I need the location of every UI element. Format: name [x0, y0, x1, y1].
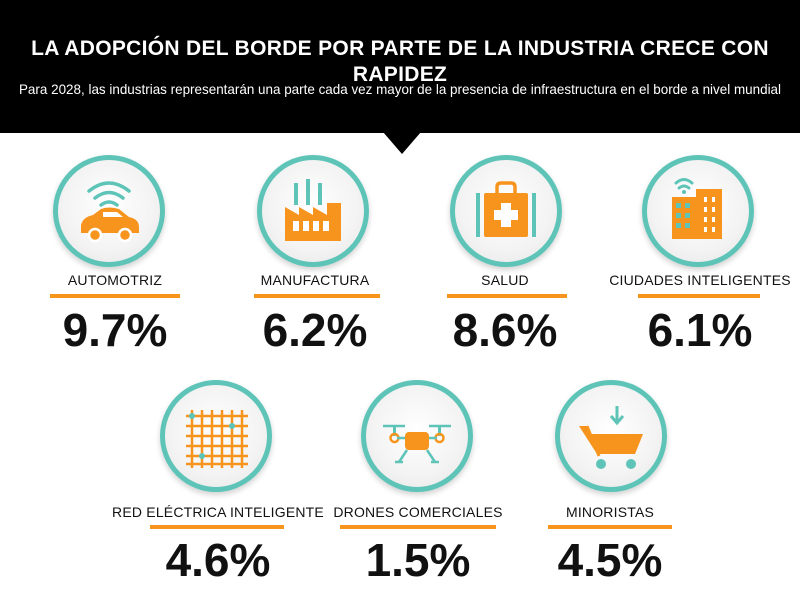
header-banner: LA ADOPCIÓN DEL BORDE POR PARTE DE LA IN…: [0, 0, 800, 133]
stat-value: 6.1%: [647, 304, 753, 356]
page-title: LA ADOPCIÓN DEL BORDE POR PARTE DE LA IN…: [31, 37, 769, 86]
icon-circle: [450, 155, 562, 267]
stat-value: 4.5%: [557, 534, 663, 586]
icon-circle: [257, 155, 369, 267]
icon-circle: [160, 380, 272, 492]
icon-circle: [361, 380, 473, 492]
drone-icon: [383, 424, 451, 464]
stat-underline: [50, 294, 180, 298]
stat-underline: [254, 294, 380, 298]
grid-icon: [186, 410, 248, 468]
shopping-cart-icon: [579, 406, 643, 469]
stat-ciudades-inteligentes: CIUDADES INTELIGENTES 6.1%: [600, 155, 800, 355]
stat-label: MANUFACTURA: [260, 272, 370, 288]
stat-value: 6.2%: [262, 304, 368, 356]
icon-circle: [642, 155, 754, 267]
icon-circle: [555, 380, 667, 492]
stat-minoristas: MINORISTAS 4.5%: [530, 380, 690, 585]
stat-underline: [548, 525, 672, 529]
stat-underline: [638, 294, 760, 298]
stat-underline: [340, 525, 496, 529]
smart-building-icon: [672, 178, 722, 239]
stat-label: MINORISTAS: [565, 504, 655, 520]
page-subtitle: Para 2028, las industrias representarán …: [18, 81, 782, 97]
stat-label: CIUDADES INTELIGENTES: [609, 272, 791, 288]
stat-label: RED ELÉCTRICA INTELIGENTE: [112, 504, 324, 520]
stat-drones-comerciales: DRONES COMERCIALES 1.5%: [330, 380, 506, 585]
medical-kit-icon: [476, 181, 536, 237]
stat-label: AUTOMOTRIZ: [67, 272, 163, 288]
header-pointer: [383, 132, 421, 154]
stat-label: SALUD: [481, 272, 529, 288]
stat-value: 4.6%: [165, 534, 271, 586]
stat-salud: SALUD 8.6%: [430, 155, 580, 355]
stat-value: 8.6%: [452, 304, 558, 356]
factory-icon: [285, 179, 341, 241]
stat-red-electrica-inteligente: RED ELÉCTRICA INTELIGENTE 4.6%: [108, 380, 328, 585]
stat-value: 9.7%: [62, 304, 168, 356]
stat-label: DRONES COMERCIALES: [333, 504, 503, 520]
stat-manufactura: MANUFACTURA 6.2%: [240, 155, 390, 355]
stat-underline: [447, 294, 567, 298]
car-wifi-icon: [81, 181, 139, 243]
stat-value: 1.5%: [365, 534, 471, 586]
icon-circle: [53, 155, 165, 267]
stat-automotriz: AUTOMOTRIZ 9.7%: [40, 155, 190, 355]
stat-underline: [150, 525, 284, 529]
